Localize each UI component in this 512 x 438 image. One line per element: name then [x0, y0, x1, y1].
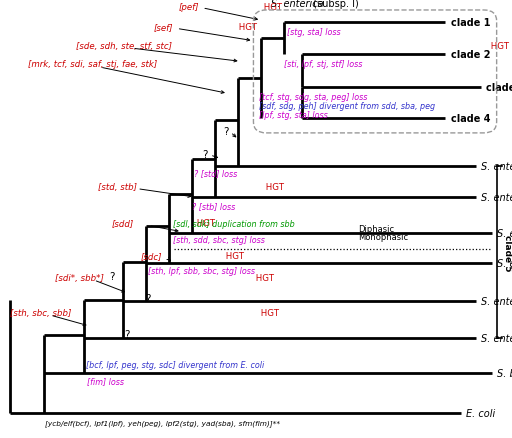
Text: [bcf, lpf, peg, stg, sdc] divergent from E. coli: [bcf, lpf, peg, stg, sdc] divergent from…	[86, 360, 264, 369]
Text: ?: ?	[224, 127, 229, 136]
Text: [std, stb]: [std, stb]	[98, 183, 137, 191]
Text: [sef]: [sef]	[154, 23, 173, 32]
Text: [sdf, sdg, peh] divergent from sdd, sba, peg: [sdf, sdg, peh] divergent from sdd, sba,…	[259, 102, 435, 110]
Text: HGT: HGT	[236, 23, 257, 32]
Text: S. bongori: S. bongori	[497, 368, 512, 378]
Text: S. enterica: S. enterica	[481, 162, 512, 171]
Text: [stg, sta] loss: [stg, sta] loss	[287, 28, 340, 37]
Text: [tcf, stg, sdg, sta, peg] loss: [tcf, stg, sdg, sta, peg] loss	[259, 93, 367, 102]
Text: Monophasic: Monophasic	[358, 232, 409, 241]
Text: ?: ?	[124, 329, 130, 339]
Text: clade 5: clade 5	[503, 234, 512, 271]
Text: HGT: HGT	[261, 3, 282, 12]
Text: [sth, sdd, sbc, stg] loss: [sth, sdd, sbc, stg] loss	[173, 236, 265, 244]
Text: clade 1: clade 1	[451, 18, 490, 28]
Text: [pef]: [pef]	[178, 3, 199, 12]
Text: S. enterica: S. enterica	[481, 333, 512, 343]
Text: [sdl, sdk] duplication from sbb: [sdl, sdk] duplication from sbb	[173, 220, 295, 229]
Text: [lpf, stg, sta] loss: [lpf, stg, sta] loss	[259, 110, 327, 119]
Text: HGT: HGT	[223, 252, 244, 261]
Text: ?: ?	[109, 272, 114, 282]
Text: [sth, lpf, sbb, sbc, stg] loss: [sth, lpf, sbb, sbc, stg] loss	[148, 266, 255, 275]
Text: HGT: HGT	[194, 219, 215, 228]
Text: ? [stb] loss: ? [stb] loss	[192, 201, 235, 210]
Text: [ycb/elf(bcf), lpf1(lpf), yeh(peg), lpf2(stg), yad(sba), sfm(fim)]**: [ycb/elf(bcf), lpf1(lpf), yeh(peg), lpf2…	[45, 419, 280, 426]
Text: [sde, sdh, ste, stf, stc]: [sde, sdh, ste, stf, stc]	[76, 42, 172, 51]
Text: ?: ?	[202, 149, 207, 159]
Text: clade 3: clade 3	[486, 83, 512, 92]
Text: S. enterica: S. enterica	[497, 259, 512, 268]
Text: HGT: HGT	[258, 309, 279, 318]
Text: HGT: HGT	[253, 274, 274, 283]
Text: [sdi*, sbb*]: [sdi*, sbb*]	[55, 274, 104, 283]
Text: clade 4: clade 4	[451, 113, 490, 123]
Text: S. enterica: S. enterica	[481, 296, 512, 306]
Text: (subsp. I): (subsp. I)	[310, 0, 358, 9]
Text: S. enterica: S. enterica	[481, 193, 512, 203]
Text: ?: ?	[146, 294, 151, 304]
Text: clade 2: clade 2	[451, 50, 490, 60]
Text: [sth, sbc, sbb]: [sth, sbc, sbb]	[10, 309, 72, 318]
Text: HGT: HGT	[488, 42, 509, 51]
Text: ? [std] loss: ? [std] loss	[194, 169, 237, 177]
Text: [fim] loss: [fim] loss	[87, 377, 124, 385]
Text: [sdd]: [sdd]	[112, 219, 134, 228]
Text: HGT: HGT	[263, 183, 284, 191]
Text: [sdc]: [sdc]	[141, 252, 162, 261]
Text: S. enterica: S. enterica	[271, 0, 324, 9]
Text: Diphasic: Diphasic	[358, 224, 395, 233]
Text: E. coli: E. coli	[466, 408, 495, 417]
Text: [sti, lpf, stj, stf] loss: [sti, lpf, stj, stf] loss	[284, 60, 362, 69]
Text: S. enterica: S. enterica	[497, 228, 512, 238]
Text: [mrk, tcf, sdi, saf, stj, fae, stk]: [mrk, tcf, sdi, saf, stj, fae, stk]	[28, 60, 157, 69]
